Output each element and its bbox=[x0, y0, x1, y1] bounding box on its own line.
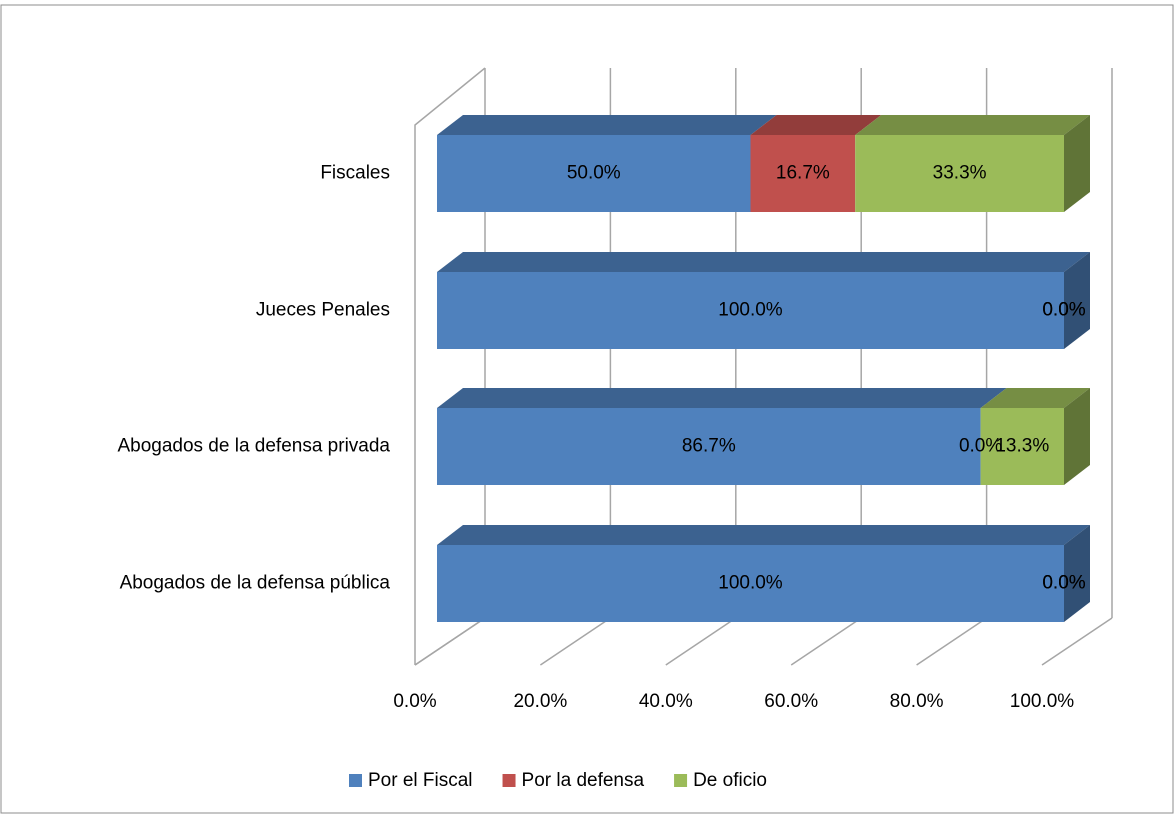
x-tick-label: 0.0% bbox=[393, 691, 436, 712]
data-label: 0.0% bbox=[1042, 300, 1085, 321]
bar-side bbox=[1064, 252, 1090, 349]
bar-top bbox=[437, 252, 1090, 272]
x-tick-label: 80.0% bbox=[890, 691, 944, 712]
legend-label: De oficio bbox=[693, 770, 767, 791]
y-tick-label: Fiscales bbox=[320, 163, 390, 184]
y-tick-label: Abogados de la defensa privada bbox=[117, 436, 390, 457]
data-label: 50.0% bbox=[567, 163, 621, 184]
bar-top bbox=[855, 115, 1090, 135]
legend-swatch bbox=[502, 774, 516, 787]
floor-line bbox=[1041, 617, 1113, 666]
bar-top bbox=[437, 115, 777, 135]
floor-line bbox=[539, 617, 611, 666]
bar bbox=[750, 135, 856, 212]
data-label: 0.0% bbox=[1042, 573, 1085, 594]
bar-top bbox=[980, 388, 1090, 408]
legend-label: Por el Fiscal bbox=[368, 770, 473, 791]
legend-swatch bbox=[349, 774, 362, 787]
bar-top bbox=[437, 388, 1007, 408]
data-label: 16.7% bbox=[776, 163, 830, 184]
bar-side bbox=[1064, 388, 1090, 485]
bar bbox=[980, 408, 1064, 485]
bar-side bbox=[1064, 115, 1090, 212]
x-tick-label: 40.0% bbox=[639, 691, 693, 712]
bar bbox=[437, 135, 751, 212]
data-label: 33.3% bbox=[933, 163, 987, 184]
y-tick-label: Jueces Penales bbox=[256, 300, 390, 321]
bar bbox=[437, 545, 1064, 622]
x-tick-label: 100.0% bbox=[1010, 691, 1075, 712]
floor-line bbox=[665, 617, 737, 666]
legend-label: Por la defensa bbox=[522, 770, 645, 791]
floor-line bbox=[790, 617, 862, 666]
y-tick-label: Abogados de la defensa pública bbox=[120, 573, 391, 594]
data-label: 100.0% bbox=[718, 573, 783, 594]
x-tick-label: 60.0% bbox=[764, 691, 818, 712]
data-label: 13.3% bbox=[995, 436, 1049, 457]
data-label: 0.0% bbox=[959, 436, 1002, 457]
data-label: 0.0% bbox=[1042, 573, 1085, 594]
bar-side bbox=[1064, 525, 1090, 622]
legend-swatch bbox=[674, 774, 688, 787]
bar bbox=[855, 135, 1064, 212]
floor-line bbox=[414, 617, 486, 666]
bar bbox=[437, 272, 1064, 349]
floor-line bbox=[916, 617, 988, 666]
bar-top bbox=[437, 525, 1090, 545]
bar-top bbox=[750, 115, 882, 135]
bar bbox=[437, 408, 981, 485]
data-label: 0.0% bbox=[1042, 300, 1085, 321]
data-label: 86.7% bbox=[682, 436, 736, 457]
x-tick-label: 20.0% bbox=[513, 691, 567, 712]
side-wall bbox=[414, 67, 486, 665]
data-label: 100.0% bbox=[718, 300, 783, 321]
